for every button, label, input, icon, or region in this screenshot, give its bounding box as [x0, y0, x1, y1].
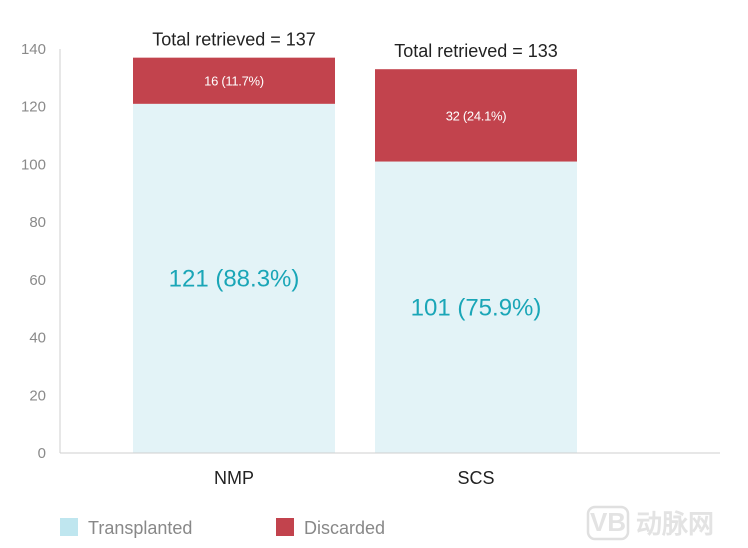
- bar-total-label: Total retrieved = 137: [152, 30, 316, 50]
- y-axis: 0 20 40 60 80 100 120 140: [21, 41, 61, 462]
- legend-swatch: [60, 518, 78, 536]
- y-tick-label: 80: [29, 214, 46, 231]
- y-tick-label: 20: [29, 387, 46, 404]
- watermark: VB 动脉网: [586, 505, 714, 541]
- y-tick-label: 40: [29, 330, 46, 347]
- legend: Transplanted Discarded: [60, 518, 385, 538]
- x-category-label: NMP: [214, 468, 254, 488]
- y-tick-label: 140: [21, 41, 46, 58]
- bars: 121 (88.3%) 16 (11.7%) Total retrieved = 1…: [133, 30, 577, 454]
- watermark-text: 动脉网: [636, 509, 714, 539]
- y-tick-label: 120: [21, 99, 46, 116]
- bar-data-label: 101 (75.9%): [411, 294, 542, 321]
- watermark-badge: [586, 505, 630, 541]
- bar-data-label: 16 (11.7%): [204, 74, 264, 89]
- bar-segment-discarded: [133, 57, 335, 104]
- bar-data-label: 121 (88.3%): [169, 265, 300, 292]
- y-tick-label: 0: [38, 445, 46, 462]
- legend-label: Discarded: [304, 518, 385, 538]
- bar-segment-transplanted: [375, 161, 577, 454]
- watermark-badge-text: VB: [590, 507, 626, 537]
- bar-total-label: Total retrieved = 133: [394, 41, 558, 61]
- y-tick-label: 100: [21, 156, 46, 173]
- bar-segment-discarded: [375, 69, 577, 162]
- y-tick-label: 60: [29, 272, 46, 289]
- x-category-label: SCS: [457, 468, 494, 488]
- legend-swatch: [276, 518, 294, 536]
- bar-data-label: 32 (24.1%): [446, 108, 507, 123]
- legend-label: Transplanted: [88, 518, 192, 538]
- x-axis: NMP SCS: [60, 452, 720, 488]
- bar-segment-transplanted: [133, 103, 335, 453]
